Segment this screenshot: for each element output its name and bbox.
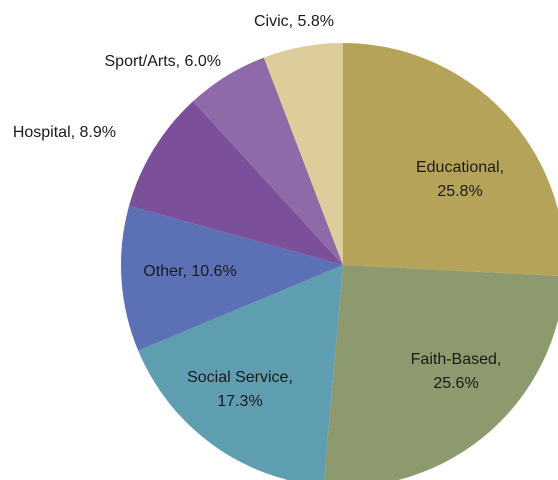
data-label: Faith-Based, 25.6% [410,351,502,392]
data-label: Hospital, 8.9% [12,124,116,141]
pie-slice [129,101,343,265]
data-label: Social Service, 17.3% [187,369,293,410]
pie-slice [324,265,558,480]
pie-slice [138,265,343,480]
pie-slice [263,43,343,265]
data-label: Educational, 25.8% [415,159,505,200]
pie-slice [193,57,343,265]
pie-slice [343,43,558,276]
data-label: Sport/Arts, 6.0% [104,53,222,70]
pie-slice [120,205,343,351]
data-label: Civic, 5.8% [253,13,335,30]
data-label: Other, 10.6% [143,263,237,280]
